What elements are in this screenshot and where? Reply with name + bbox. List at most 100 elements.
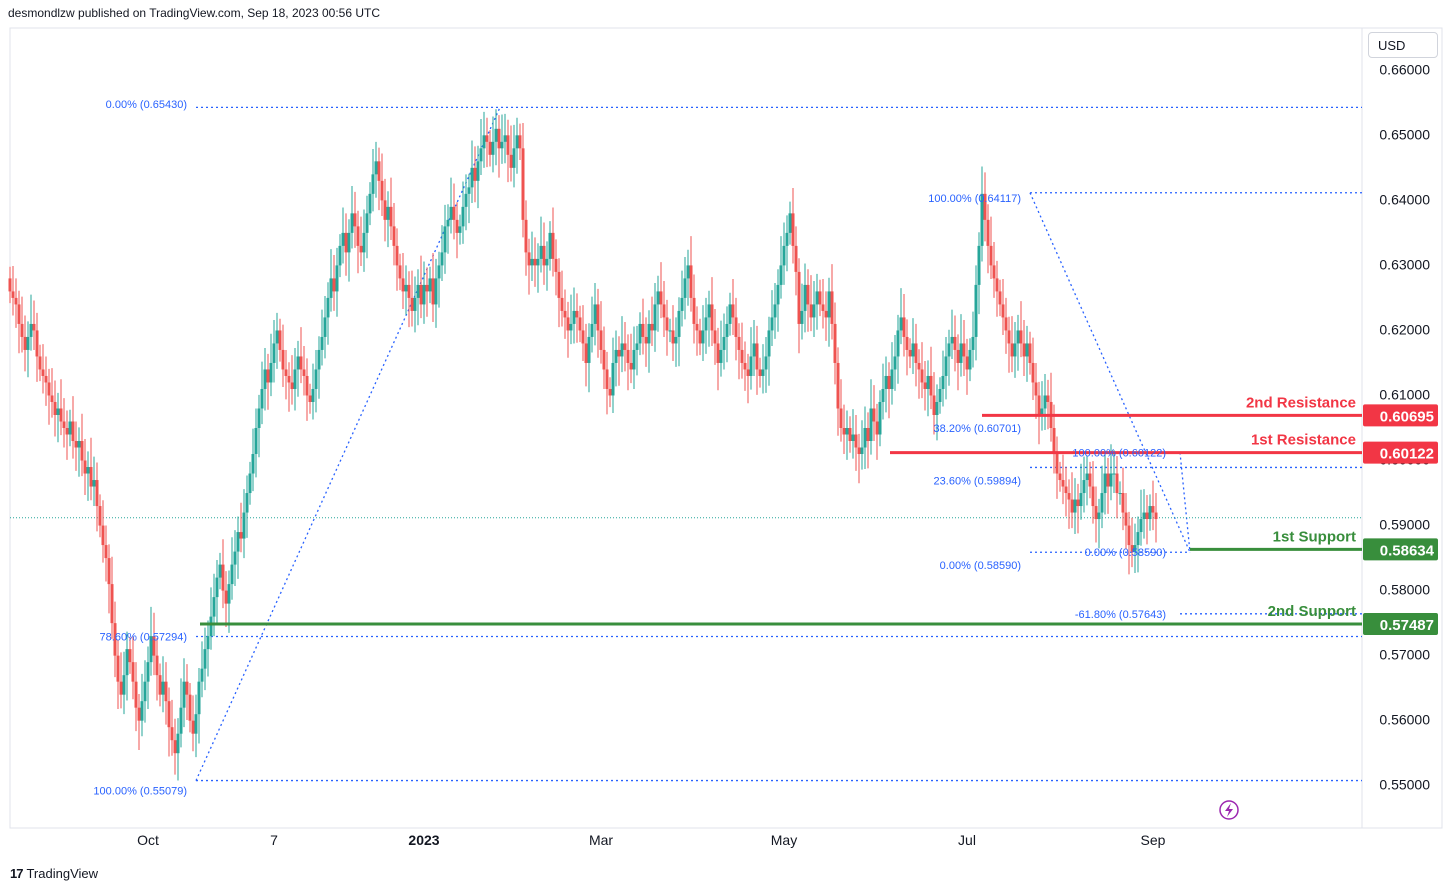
candle-body: [743, 362, 747, 370]
candle-body: [563, 310, 567, 318]
candle-body: [1007, 330, 1011, 344]
candle-body: [1130, 545, 1134, 552]
candle-body: [554, 258, 558, 272]
candle-body: [677, 310, 681, 337]
candle-body: [1103, 473, 1107, 494]
candle-body: [20, 323, 24, 337]
candle-body: [812, 304, 816, 318]
candle-body: [212, 597, 216, 617]
price-tag-label: 0.60695: [1380, 408, 1434, 425]
candle-body: [380, 180, 384, 201]
candle-body: [545, 258, 549, 266]
candle-body: [878, 401, 882, 435]
candle-body: [929, 375, 933, 396]
candle-body: [662, 304, 666, 318]
candle-body: [926, 375, 930, 389]
candle-body: [38, 356, 42, 370]
candle-body: [68, 421, 72, 435]
candle-body: [332, 278, 336, 292]
candle-body: [704, 317, 708, 331]
candle-body: [125, 649, 129, 676]
candle-body: [701, 330, 705, 344]
candle-body: [524, 219, 528, 253]
candle-body: [485, 135, 489, 142]
candle-body: [422, 284, 426, 305]
candle-body: [695, 323, 699, 331]
fib-trend-line: [195, 107, 501, 781]
candle-body: [638, 323, 642, 344]
candle-body: [569, 323, 573, 331]
candle-body: [170, 727, 174, 741]
tradingview-footer[interactable]: 17 TradingView: [10, 866, 98, 881]
candle-body: [674, 336, 678, 344]
candle-body: [428, 278, 432, 292]
y-tick-label: 0.64000: [1379, 191, 1430, 207]
x-tick-label: Jul: [958, 832, 976, 848]
candle-body: [80, 441, 84, 461]
publisher-caption: desmondlzw published on TradingView.com,…: [8, 6, 381, 20]
tradingview-brand: TradingView: [26, 866, 99, 881]
candle-body: [59, 408, 63, 422]
candle-body: [995, 278, 999, 292]
currency-button[interactable]: USD: [1368, 32, 1438, 58]
candle-body: [1127, 525, 1131, 546]
y-tick-label: 0.55000: [1379, 777, 1430, 793]
candle-body: [158, 675, 162, 695]
candle-body: [590, 323, 594, 337]
candle-body: [941, 375, 945, 389]
candle-body: [635, 343, 639, 350]
candle-body: [788, 213, 792, 233]
candle-body: [53, 401, 57, 415]
candle-body: [92, 480, 96, 487]
candle-body: [773, 304, 777, 318]
candle-body: [95, 480, 99, 507]
candle-body: [416, 284, 420, 298]
candle-body: [296, 356, 300, 370]
candle-body: [902, 317, 906, 337]
candle-body: [659, 291, 663, 305]
candle-body: [449, 206, 453, 220]
candle-body: [728, 304, 732, 324]
candle-body: [719, 349, 723, 363]
candle-body: [509, 154, 513, 168]
candle-body: [206, 636, 210, 650]
candle-body: [872, 408, 876, 422]
candle-body: [413, 297, 417, 311]
resistance-label: 2nd Resistance: [1246, 394, 1356, 411]
candle-body: [287, 375, 291, 383]
candle-body: [236, 532, 240, 552]
tradingview-logo-icon: 17: [10, 866, 24, 881]
candle-body: [278, 330, 282, 350]
candle-body: [899, 317, 903, 331]
candle-body: [1133, 545, 1137, 552]
candle-body: [425, 284, 429, 292]
candle-body: [290, 382, 294, 389]
candle-body: [605, 369, 609, 389]
candle-body: [320, 336, 324, 350]
candle-body: [188, 694, 192, 721]
candle-body: [1043, 395, 1047, 409]
candle-body: [740, 349, 744, 363]
candle-body: [959, 343, 963, 363]
candle-body: [974, 284, 978, 337]
candle-body: [1079, 493, 1083, 507]
candle-body: [500, 141, 504, 149]
candle-body: [914, 343, 918, 363]
candle-body: [401, 278, 405, 292]
candle-body: [44, 375, 48, 383]
candle-body: [263, 369, 267, 389]
candle-body: [572, 310, 576, 324]
candle-body: [167, 701, 171, 728]
candle-body: [530, 258, 534, 266]
candle-body: [1037, 395, 1041, 415]
fib-label: 100.00% (0.55079): [93, 785, 187, 797]
candle-body: [1151, 506, 1155, 513]
candle-body: [47, 382, 51, 396]
candle-body: [716, 343, 720, 363]
candle-body: [1124, 512, 1128, 526]
candle-body: [938, 388, 942, 402]
candle-body: [944, 356, 948, 376]
candle-body: [542, 245, 546, 266]
candle-body: [266, 369, 270, 383]
